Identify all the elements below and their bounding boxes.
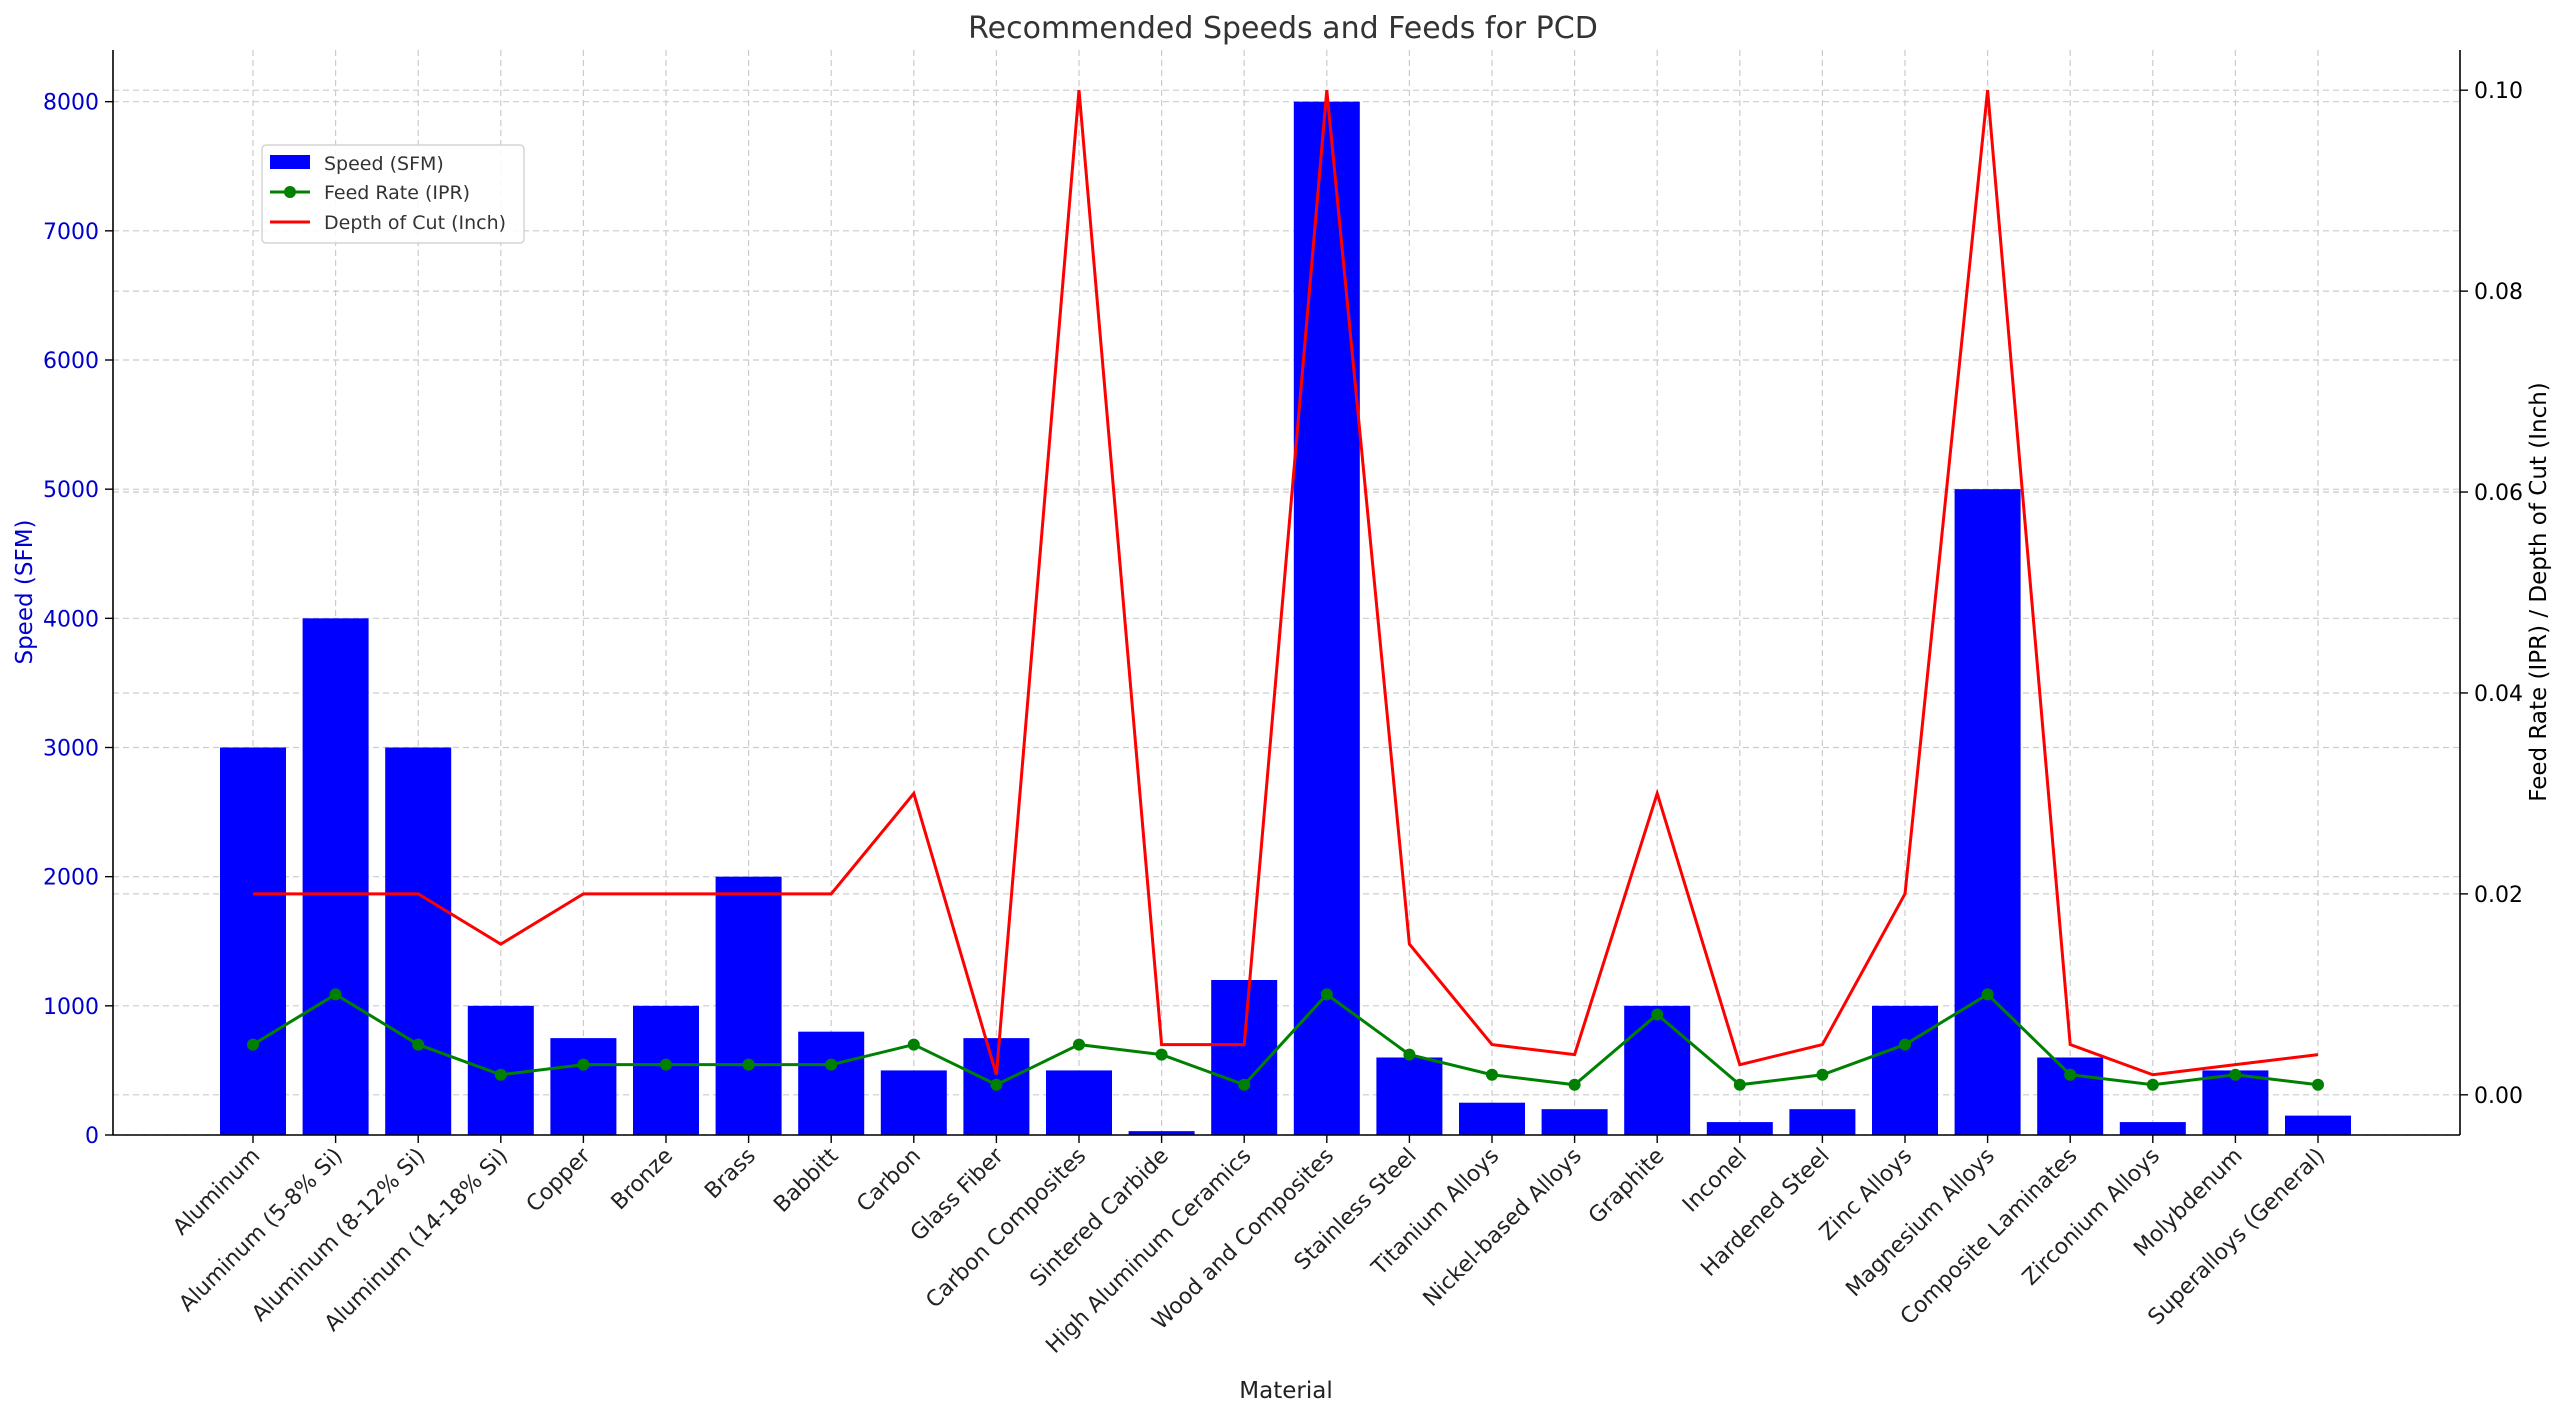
y-tick-label: 1000 [43, 995, 99, 1020]
bar [1954, 489, 2021, 1136]
bar [2119, 1122, 2186, 1135]
feed-rate-point [247, 1038, 259, 1051]
feed-rate-point [907, 1038, 920, 1051]
bar [302, 618, 369, 1135]
feed-rate-line [252, 992, 2319, 1087]
feed-rate-point [1816, 1068, 1829, 1081]
x-tick-label: Zirconium Alloys [2018, 1144, 2165, 1291]
bar [2285, 1115, 2351, 1135]
bar [1128, 1131, 1195, 1135]
line-layer [247, 90, 2324, 1091]
feed-rate-point [825, 1058, 838, 1071]
bar [1789, 1109, 1856, 1135]
bar [1211, 980, 1278, 1135]
bar [798, 1031, 865, 1135]
x-tick-label: Carbon Composites [921, 1144, 1091, 1314]
y-tick-label: 2000 [43, 866, 99, 891]
depth-of-cut-line [253, 90, 2319, 1077]
y2-tick-label: 0.00 [2474, 1084, 2523, 1109]
y2-tick-label: 0.06 [2474, 481, 2523, 506]
feed-rate-point [1568, 1078, 1581, 1091]
legend-box [261, 144, 525, 244]
y-tick-label: 6000 [43, 349, 99, 374]
x-tick-label: Inconel [1678, 1144, 1752, 1218]
feed-rate-point [2312, 1078, 2324, 1091]
feed-rate-point [1155, 1048, 1168, 1061]
bar [385, 747, 452, 1135]
legend-swatch-speed [270, 155, 310, 169]
feed-rate-point [2064, 1068, 2077, 1081]
x-tick-label: Copper [522, 1143, 596, 1217]
feed-rate-point [1651, 1008, 1664, 1021]
y-tick-label: 5000 [43, 478, 99, 503]
x-tick-label: Graphite [1584, 1144, 1669, 1229]
y-tick-label: 0 [85, 1124, 99, 1149]
bar-layer [220, 101, 2351, 1136]
bar [1376, 1057, 1443, 1135]
bar [220, 747, 286, 1135]
bar [1293, 101, 1360, 1136]
feed-rate-point [412, 1038, 425, 1051]
x-axis-label: Material [1239, 1378, 1332, 1404]
bar [1541, 1109, 1608, 1135]
bar [1706, 1122, 1773, 1135]
feed-rate-point [1403, 1048, 1416, 1061]
bar [2202, 1070, 2269, 1135]
legend-label-feed: Feed Rate (IPR) [324, 182, 470, 204]
feed-rate-point [577, 1058, 590, 1071]
x-tick-label: Bronze [607, 1144, 679, 1216]
bar [550, 1038, 617, 1135]
feed-rate-point [1899, 1038, 1911, 1051]
feed-rate-point [1073, 1038, 1085, 1051]
x-tick-label: Magnesium Alloys [1841, 1144, 1999, 1302]
feed-rate-point [660, 1058, 672, 1071]
feed-rate-point [1238, 1078, 1251, 1091]
x-tick-label: Carbon [852, 1144, 926, 1218]
x-tick-label: Sintered Carbide [1026, 1144, 1174, 1292]
x-tick-label: Babbitt [769, 1143, 843, 1217]
chart-title: Recommended Speeds and Feeds for PCD [968, 11, 1598, 46]
bar [1046, 1070, 1112, 1135]
y-axis-label: Speed (SFM) [12, 519, 38, 664]
x-tick-label: Aluminum (5-8% Si) [175, 1144, 348, 1317]
y-tick-label: 4000 [43, 607, 99, 632]
y2-tick-label: 0.02 [2474, 883, 2523, 908]
legend: Speed (SFM) Feed Rate (IPR) Depth of Cut (… [261, 144, 525, 244]
y-tick-label: 7000 [43, 220, 99, 245]
bar [1624, 1005, 1691, 1135]
feed-rate-point [2146, 1078, 2159, 1091]
legend-label-depth: Depth of Cut (Inch) [324, 212, 506, 234]
feed-rate-point [742, 1058, 755, 1071]
bar [1872, 1005, 1938, 1135]
bar [1459, 1102, 1525, 1135]
bar [880, 1070, 947, 1135]
y-tick-label: 3000 [43, 737, 99, 762]
bar [715, 876, 782, 1135]
y2-axis-label: Feed Rate (IPR) / Depth of Cut (Inch) [2526, 382, 2552, 802]
feed-rate-point [1733, 1078, 1746, 1091]
y2-tick-label: 0.08 [2474, 280, 2523, 305]
y-tick-label: 8000 [43, 91, 99, 116]
x-tick-label: Nickel-based Alloys [1419, 1144, 1587, 1312]
legend-marker-feed [284, 186, 296, 198]
feed-rate-point [329, 988, 342, 1001]
feed-rate-point [494, 1068, 507, 1081]
legend-label-speed: Speed (SFM) [324, 153, 444, 175]
y2-tick-label: 0.10 [2474, 79, 2523, 104]
feed-rate-point [990, 1078, 1003, 1091]
feed-rate-point [1486, 1068, 1498, 1081]
feed-rate-point [2229, 1068, 2242, 1081]
feed-rate-point [1320, 988, 1333, 1001]
y2-tick-label: 0.04 [2474, 682, 2523, 707]
feed-rate-point [1981, 988, 1994, 1001]
axis-layer: 0 1000 2000 3000 4000 5000 6000 7000 8000 0.00 0.0… [43, 50, 2523, 1359]
x-tick-label: Brass [700, 1144, 760, 1204]
